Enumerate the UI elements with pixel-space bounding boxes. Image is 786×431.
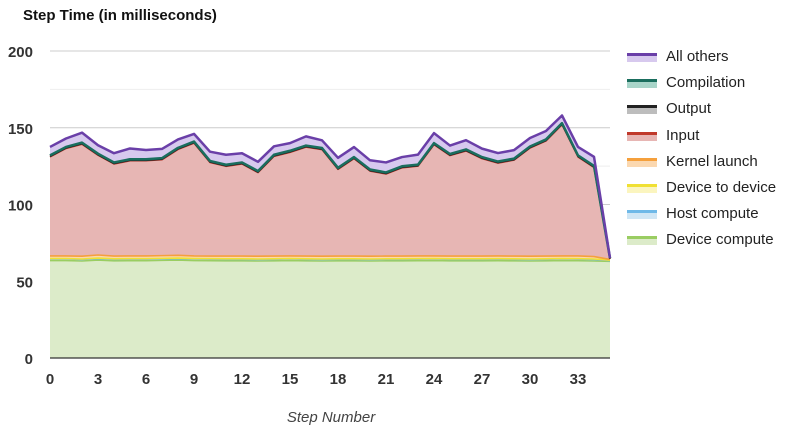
line-compilation bbox=[49, 121, 612, 259]
legend-swatch bbox=[627, 157, 657, 167]
legend-item-host-compute: Host compute bbox=[627, 204, 776, 230]
chart-title: Step Time (in milliseconds) bbox=[23, 7, 217, 24]
line-all-others bbox=[49, 114, 612, 259]
area-device-compute bbox=[50, 260, 610, 358]
x-tick-label: 24 bbox=[426, 371, 443, 388]
line-kernel-launch bbox=[50, 254, 611, 261]
legend-swatch bbox=[627, 79, 657, 89]
y-tick-label: 50 bbox=[16, 274, 33, 291]
legend-swatch bbox=[627, 53, 657, 62]
legend-item-all-others: All others bbox=[627, 47, 776, 73]
legend-item-compilation: Compilation bbox=[627, 73, 776, 99]
x-tick-label: 21 bbox=[378, 371, 395, 388]
y-tick-label: 200 bbox=[8, 44, 33, 61]
x-tick-label: 9 bbox=[190, 371, 198, 388]
legend-swatch bbox=[627, 236, 657, 246]
y-tick-label: 100 bbox=[8, 198, 33, 215]
legend-item-output: Output bbox=[627, 99, 776, 125]
legend-swatch bbox=[627, 210, 657, 220]
x-axis-label: Step Number bbox=[286, 409, 376, 426]
legend-label: Compilation bbox=[666, 74, 746, 92]
legend-label: Output bbox=[666, 100, 712, 118]
x-tick-label: 12 bbox=[234, 371, 251, 388]
legend-item-device-compute: Device compute bbox=[627, 230, 776, 256]
x-tick-label: 30 bbox=[522, 371, 539, 388]
legend-label: Input bbox=[666, 126, 700, 144]
x-tick-label: 3 bbox=[94, 371, 102, 388]
area-input bbox=[50, 124, 610, 260]
x-tick-label: 33 bbox=[570, 371, 587, 388]
legend-item-kernel-launch: Kernel launch bbox=[627, 152, 776, 178]
legend-swatch bbox=[627, 183, 657, 193]
x-tick-label: 6 bbox=[142, 371, 150, 388]
chart-legend: All others Compilation Output Input Kernel l… bbox=[627, 47, 776, 257]
legend-item-device-to-device: Device to device bbox=[627, 178, 776, 204]
y-tick-label: 150 bbox=[8, 121, 33, 138]
legend-label: Device compute bbox=[666, 231, 774, 249]
x-tick-label: 18 bbox=[330, 371, 347, 388]
x-tick-label: 15 bbox=[282, 371, 299, 388]
legend-label: Host compute bbox=[666, 205, 759, 223]
line-device-compute bbox=[50, 259, 611, 263]
legend-label: Device to device bbox=[666, 178, 777, 196]
legend-swatch bbox=[627, 131, 657, 141]
x-tick-label: 0 bbox=[46, 371, 54, 388]
legend-label: Kernel launch bbox=[666, 152, 758, 170]
legend-swatch bbox=[627, 105, 657, 115]
x-tick-label: 27 bbox=[474, 371, 491, 388]
legend-item-input: Input bbox=[627, 126, 776, 152]
line-device-to-device bbox=[50, 257, 611, 262]
y-tick-label: 0 bbox=[25, 351, 33, 368]
legend-label: All others bbox=[666, 48, 729, 65]
